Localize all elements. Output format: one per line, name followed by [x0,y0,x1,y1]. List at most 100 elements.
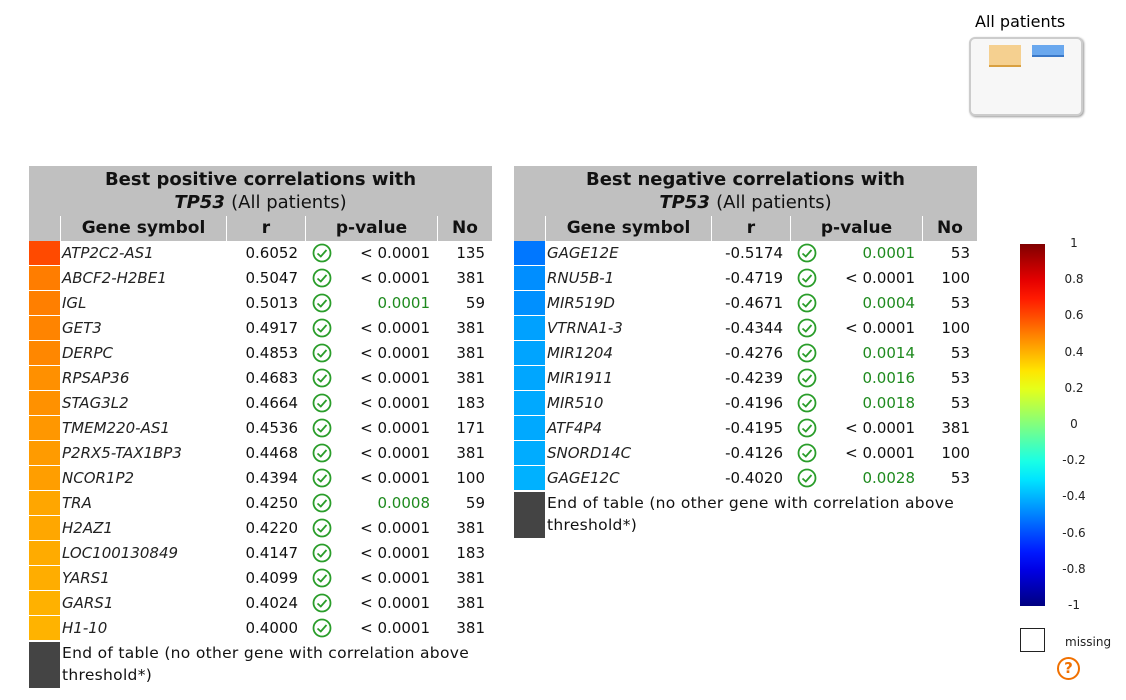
colorbar-tick-label: 0.6 [1064,308,1084,323]
patient-count: 381 [456,344,485,362]
p-value: < 0.0001 [360,319,430,337]
p-value: < 0.0001 [360,519,430,537]
patient-count: 183 [456,394,485,412]
gene-symbol: MIR1204 [547,344,613,362]
p-value: 0.0008 [377,494,431,512]
correlation-swatch [514,241,545,266]
table-footer: End of table (no other gene with correla… [547,494,955,534]
title-line: TP53 (All patients) [29,191,492,214]
patient-count: 53 [950,244,970,262]
r-value: 0.4394 [245,469,299,487]
subset: (All patients) [716,192,832,213]
gene-symbol: MIR1911 [547,369,613,387]
p-value: < 0.0001 [360,544,430,562]
correlation-swatch [514,316,545,341]
table-title: Best negative correlations with TP53 (All… [514,166,977,216]
colorbar-tick-label: 1 [1070,236,1078,250]
check-icon [312,568,332,588]
gene-symbol: DERPC [62,344,113,362]
patient-count: 381 [456,319,485,337]
colorbar-tick-label: 0.8 [1064,272,1084,287]
p-value: < 0.0001 [360,344,430,362]
header-cell [29,216,60,241]
gene-symbol: GET3 [62,319,102,337]
correlation-swatch [29,616,60,641]
check-icon [312,468,332,488]
column-header: p-value [791,216,922,241]
column-header: r [227,216,305,241]
patient-count: 381 [456,619,485,637]
correlation-swatch [29,316,60,341]
correlation-swatch [29,566,60,591]
column-header: Gene symbol [61,216,226,241]
r-value: 0.4024 [245,594,299,612]
colorbar-tick-label: 0 [1070,417,1078,431]
correlation-swatch [514,466,545,491]
correlation-swatch [29,291,60,316]
patient-count: 59 [465,294,485,312]
correlation-swatch [29,366,60,391]
p-value: 0.0001 [862,244,916,262]
p-value: < 0.0001 [360,569,430,587]
p-value: < 0.0001 [845,444,915,462]
r-value: -0.4239 [725,369,783,387]
r-value: -0.4195 [725,419,783,437]
patient-count: 53 [950,369,970,387]
gene-symbol: GAGE12C [547,469,620,487]
check-icon [312,318,332,338]
r-value: 0.5047 [245,269,299,287]
gene-symbol: ATP2C2-AS1 [62,244,154,262]
check-icon [312,543,332,563]
check-icon [312,518,332,538]
p-value: 0.0018 [862,394,916,412]
patient-count: 53 [950,469,970,487]
correlation-swatch [514,266,545,291]
correlation-swatch [514,341,545,366]
check-icon [797,418,817,438]
correlation-swatch [514,391,545,416]
check-icon [312,493,332,513]
footer-swatch [514,492,545,538]
check-icon [797,468,817,488]
check-icon [797,243,817,263]
correlation-swatch [29,441,60,466]
help-icon[interactable]: ? [1057,657,1080,680]
p-value: < 0.0001 [360,594,430,612]
patient-count: 100 [941,444,970,462]
r-value: 0.4468 [245,444,299,462]
column-header: No [438,216,492,241]
patient-count: 53 [950,294,970,312]
table-footer: End of table (no other gene with correla… [62,644,470,684]
check-icon [797,393,817,413]
check-icon [312,368,332,388]
colorbar-tick-label: -0.4 [1062,489,1086,504]
correlation-swatch [514,366,545,391]
correlation-swatch [29,516,60,541]
missing-label: missing [1065,635,1112,649]
r-value: 0.4536 [245,419,299,437]
patient-count: 381 [456,269,485,287]
patient-count: 381 [941,419,970,437]
check-icon [797,293,817,313]
r-value: -0.4344 [725,319,783,337]
correlation-swatch [29,266,60,291]
r-value: 0.4099 [245,569,299,587]
patient-count: 59 [465,494,485,512]
swatch [989,45,1021,67]
column-header: Gene symbol [546,216,711,241]
patient-count: 53 [950,394,970,412]
check-icon [312,393,332,413]
p-value: 0.0014 [862,344,916,362]
p-value: < 0.0001 [360,269,430,287]
patient-selector[interactable] [969,37,1083,116]
colorbar-tick-label: -1 [1068,598,1080,612]
title-text: Best positive correlations with [104,169,417,190]
patient-count: 100 [941,319,970,337]
r-value: 0.4664 [245,394,299,412]
gene-symbol: TRA [62,494,92,512]
title-text: Best negative correlations with [585,169,906,190]
p-value: < 0.0001 [360,369,430,387]
r-value: 0.4683 [245,369,299,387]
check-icon [797,268,817,288]
